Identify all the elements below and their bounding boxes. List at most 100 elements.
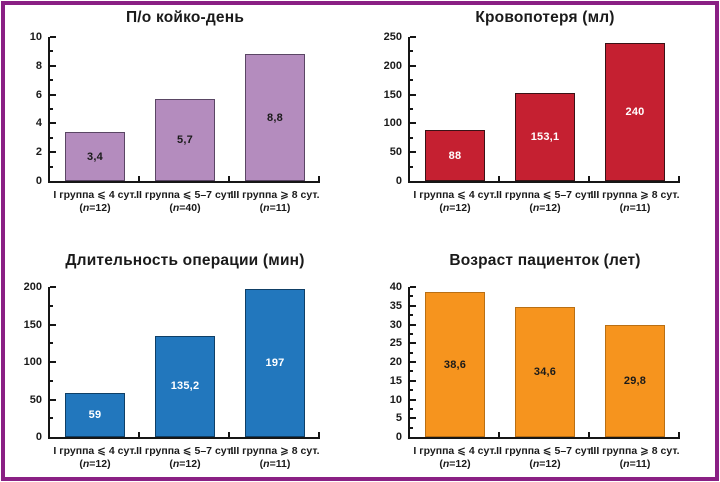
bar-value-label: 29,8 [623, 375, 647, 388]
y-tick-label: 200 [383, 59, 402, 72]
y-minor-tick [50, 79, 53, 82]
y-tick-label: 5 [395, 412, 402, 425]
bar: 8,8 [245, 54, 305, 181]
bar: 135,2 [155, 335, 215, 437]
bar-value-label: 153,1 [530, 130, 560, 143]
y-minor-tick [50, 136, 53, 139]
bar-value-label: 59 [88, 408, 102, 421]
bar-value-label: 240 [625, 105, 645, 118]
chart-title: П/о койко-день [125, 9, 245, 26]
category-label-line1: II группа ⩽ 5–7 сут. [496, 189, 594, 201]
bar-value-label: 3,4 [87, 150, 103, 163]
bar-value-label: 88 [448, 149, 462, 162]
y-minor-tick [410, 332, 413, 335]
category-label-n: (n=12) [439, 458, 471, 470]
y-minor-tick [410, 426, 413, 429]
bar: 34,6 [515, 307, 575, 437]
y-tick-label: 10 [29, 31, 42, 43]
bar-value-label: 34,6 [533, 366, 557, 379]
bar: 38,6 [425, 292, 485, 437]
category-label-line1: II группа ⩽ 5–7 сут. [136, 189, 234, 201]
category-label-n: (n=11) [619, 202, 651, 214]
category-label: II группа ⩽ 5–7 сут. (n=12) [475, 189, 615, 215]
category-label-n: (n=12) [79, 202, 111, 214]
x-tick [138, 176, 140, 181]
y-tick-label: 100 [383, 117, 402, 130]
y-tick-label: 25 [389, 337, 402, 350]
y-major-tick [50, 286, 56, 288]
category-label-line1: I группа ⩽ 4 сут. [413, 445, 497, 457]
y-tick-label: 0 [395, 175, 402, 187]
plot-area: 0 50 100 150 200 59 I группа ⩽ 4 сут. (n=12) 135… [0, 241, 360, 482]
y-minor-tick [50, 165, 53, 168]
category-label: III группа ⩾ 8 сут. (n=11) [565, 445, 705, 471]
x-tick [228, 176, 230, 181]
category-label: I группа ⩽ 4 сут. (n=12) [25, 445, 165, 471]
category-label-n: (n=11) [259, 202, 291, 214]
y-major-tick [50, 323, 56, 326]
category-label-n: (n=12) [529, 458, 561, 470]
y-minor-tick [410, 389, 413, 392]
category-label: II группа ⩽ 5–7 сут. (n=12) [475, 445, 615, 471]
x-tick [678, 432, 680, 437]
y-minor-tick [410, 370, 413, 373]
y-minor-tick [50, 304, 53, 307]
bar-value-label: 38,6 [443, 358, 467, 371]
category-label-n: (n=12) [169, 458, 201, 470]
chart-title: Кровопотеря (мл) [475, 9, 615, 26]
category-label-line1: III группа ⩾ 8 сут. [590, 189, 680, 201]
bar: 59 [65, 392, 125, 437]
x-tick [138, 432, 140, 437]
y-tick-label: 50 [29, 393, 42, 406]
y-minor-tick [410, 295, 413, 298]
x-tick [588, 176, 590, 181]
x-tick [318, 176, 320, 181]
y-tick-label: 15 [389, 374, 402, 387]
y-major-tick [410, 342, 416, 345]
y-tick-label: 250 [383, 31, 402, 43]
chart-title: Длительность операции (мин) [65, 252, 305, 269]
y-axis-line [408, 37, 410, 183]
y-tick-label: 30 [389, 318, 402, 331]
bar: 29,8 [605, 325, 665, 437]
y-major-tick [410, 398, 416, 401]
bar-value-label: 135,2 [170, 380, 200, 393]
y-major-tick [410, 304, 416, 307]
y-major-tick [410, 323, 416, 326]
y-minor-tick [410, 50, 413, 53]
bar: 240 [605, 42, 665, 181]
y-minor-tick [410, 165, 413, 168]
category-label: II группа ⩽ 5–7 сут. (n=12) [115, 445, 255, 471]
y-major-tick [410, 64, 416, 67]
category-label-line1: II группа ⩽ 5–7 сут. [496, 445, 594, 457]
y-major-tick [410, 93, 416, 96]
y-axis-line [408, 287, 410, 439]
category-label: III группа ⩾ 8 сут. (n=11) [205, 189, 345, 215]
y-tick-label: 40 [389, 281, 402, 293]
category-label-line1: III группа ⩾ 8 сут. [230, 445, 320, 457]
y-minor-tick [410, 351, 413, 354]
x-axis-line [408, 181, 680, 183]
category-label-n: (n=12) [529, 202, 561, 214]
y-tick-label: 150 [383, 88, 402, 101]
x-tick [318, 432, 320, 437]
y-major-tick [50, 361, 56, 363]
plot-area: 0 50 100 150 200 250 88 I группа ⩽ 4 сут. (n=12)… [360, 0, 720, 241]
y-major-tick [410, 122, 416, 125]
y-major-tick [50, 151, 56, 154]
y-major-tick [50, 36, 56, 38]
y-minor-tick [410, 79, 413, 82]
y-tick-label: 35 [389, 299, 402, 312]
category-label-n: (n=11) [619, 458, 651, 470]
bar: 88 [425, 130, 485, 181]
y-minor-tick [50, 108, 53, 110]
y-tick-label: 0 [395, 431, 402, 443]
plot-area: 0 5 10 15 20 25 30 35 40 38,6 I группа ⩽ 4 сут. (n=… [360, 241, 720, 482]
y-major-tick [50, 398, 56, 401]
chart-blood-loss: Кровопотеря (мл) 0 50 100 150 200 250 88 I груп… [360, 0, 720, 241]
chart-title: Возраст пациенток (лет) [449, 252, 641, 269]
x-axis-line [48, 437, 320, 439]
y-minor-tick [50, 417, 53, 420]
category-label-line1: I группа ⩽ 4 сут. [53, 189, 137, 201]
